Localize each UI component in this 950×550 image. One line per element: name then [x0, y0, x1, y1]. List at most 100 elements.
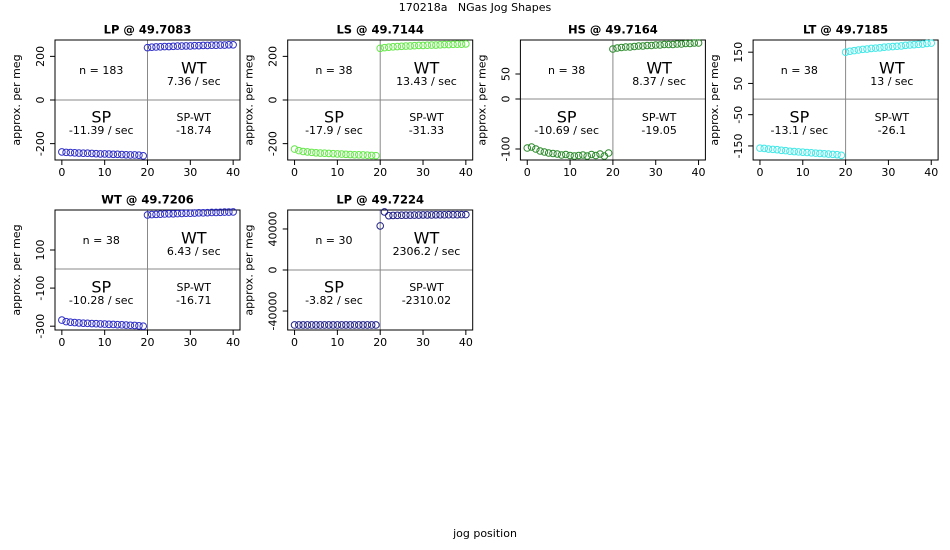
- point: [295, 321, 303, 329]
- x-tick-label: 30: [649, 166, 663, 179]
- point: [591, 151, 600, 160]
- point: [647, 41, 656, 50]
- sp-label: SP: [789, 108, 809, 127]
- x-tick-label: 20: [373, 336, 387, 349]
- wt-rate: 8.37 / sec: [632, 75, 686, 88]
- point: [583, 152, 592, 160]
- x-tick-label: 20: [373, 166, 387, 179]
- panel-title: HS @ 49.7164: [568, 23, 658, 37]
- y-tick-label: -200: [267, 131, 280, 156]
- panel-title: LP @ 49.7224: [336, 193, 424, 207]
- point: [540, 148, 549, 156]
- point: [147, 210, 156, 219]
- point: [100, 320, 109, 328]
- x-tick-label: 40: [692, 166, 706, 179]
- x-tick-label: 20: [606, 166, 620, 179]
- x-tick-label: 30: [416, 166, 430, 179]
- point: [126, 321, 135, 330]
- point: [220, 208, 229, 216]
- point: [143, 211, 152, 219]
- point: [109, 150, 118, 159]
- point: [105, 320, 113, 329]
- point: [207, 208, 216, 217]
- sp-rate: -13.1 / sec: [770, 124, 828, 137]
- point: [212, 208, 220, 217]
- point: [70, 149, 79, 157]
- point: [871, 44, 880, 52]
- diff-label: SP-WT: [409, 281, 444, 294]
- point: [621, 43, 630, 51]
- point: [79, 319, 88, 327]
- point: [790, 147, 799, 156]
- point: [914, 40, 923, 49]
- wt-rate: 7.36 / sec: [167, 75, 221, 88]
- point: [316, 149, 325, 157]
- page-title: 170218a NGas Jog Shapes: [399, 1, 552, 14]
- point: [906, 41, 914, 49]
- point: [177, 209, 186, 218]
- point: [118, 321, 126, 329]
- point: [536, 147, 544, 155]
- diff-label: SP-WT: [177, 281, 212, 294]
- n-label: n = 30: [315, 234, 352, 247]
- point: [58, 316, 66, 324]
- point: [342, 321, 350, 329]
- point: [225, 208, 233, 216]
- y-tick-label: -150: [732, 133, 745, 158]
- point: [406, 42, 414, 50]
- y-tick-label: 200: [267, 46, 280, 67]
- point: [212, 41, 220, 50]
- point: [453, 40, 462, 48]
- point: [561, 150, 570, 159]
- x-tick-label: 10: [98, 166, 112, 179]
- point: [854, 46, 863, 54]
- point: [549, 149, 557, 158]
- point: [58, 148, 66, 156]
- point: [350, 150, 359, 159]
- point: [220, 41, 229, 49]
- point: [333, 150, 342, 158]
- wt-rate: 13.43 / sec: [396, 75, 457, 88]
- point: [216, 208, 225, 217]
- point: [113, 320, 122, 329]
- point: [681, 39, 690, 48]
- point: [794, 148, 803, 156]
- x-tick-label: 40: [226, 166, 240, 179]
- sp-rate: -11.39 / sec: [69, 124, 134, 137]
- point: [109, 320, 118, 329]
- point: [389, 42, 397, 51]
- n-label: n = 38: [548, 64, 585, 77]
- point: [376, 44, 385, 53]
- y-axis-label: approx. per meg: [243, 224, 256, 315]
- point: [75, 149, 83, 157]
- sp-label: SP: [91, 108, 111, 127]
- point: [617, 43, 626, 52]
- point: [83, 149, 92, 158]
- point: [410, 41, 419, 50]
- point: [436, 211, 444, 219]
- point: [152, 210, 160, 219]
- y-tick-label: -200: [34, 131, 47, 156]
- x-tick-label: 30: [881, 166, 895, 179]
- point: [113, 150, 122, 159]
- point: [325, 149, 333, 158]
- point: [96, 320, 105, 328]
- point: [165, 210, 173, 218]
- n-label: n = 183: [79, 64, 123, 77]
- point: [656, 41, 664, 49]
- point: [372, 321, 380, 329]
- x-tick-label: 0: [58, 336, 65, 349]
- wt-label: WT: [646, 59, 672, 78]
- point: [75, 319, 83, 327]
- point: [384, 43, 393, 52]
- point: [427, 211, 436, 219]
- point: [444, 40, 453, 49]
- point: [880, 43, 888, 51]
- point: [325, 321, 333, 329]
- point: [609, 45, 617, 53]
- point: [337, 150, 346, 158]
- point: [570, 152, 579, 160]
- point: [664, 40, 673, 49]
- point: [660, 40, 669, 49]
- point: [229, 41, 237, 49]
